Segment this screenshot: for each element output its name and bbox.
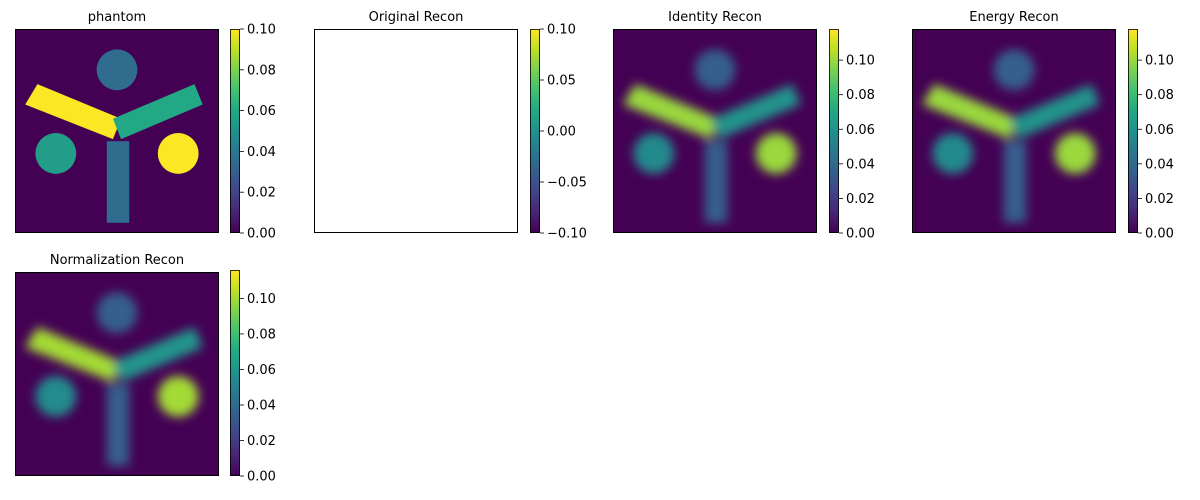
panel-title: Normalization Recon (50, 253, 184, 268)
colorbar (230, 29, 240, 233)
image-frame (613, 29, 817, 233)
shape-right (157, 376, 199, 417)
colorbar-tick-label: 0.10 (547, 23, 576, 38)
colorbar-tick-label: 0.02 (247, 434, 276, 449)
panel-title: Energy Recon (969, 10, 1058, 25)
shape-right (157, 133, 199, 174)
colorbar-tick-label: 0.00 (846, 227, 875, 242)
shape-stem (704, 141, 728, 223)
image-frame (15, 29, 219, 233)
panel-title: Identity Recon (668, 10, 762, 25)
panel-title: phantom (88, 10, 146, 25)
shape-top (96, 49, 138, 91)
colorbar-tick-label: 0.00 (547, 125, 576, 140)
colorbar (829, 29, 839, 233)
shape-left (35, 376, 77, 417)
colorbar-tick-label: 0.10 (247, 292, 276, 307)
colorbar-tick-label: 0.04 (1145, 157, 1174, 172)
colorbar-frame (829, 29, 839, 233)
shape-left-arm (922, 84, 1019, 140)
colorbar-tick-label: −0.10 (547, 227, 587, 242)
colorbar-tick-label: 0.04 (846, 157, 875, 172)
panel-2: Original Recon −0.10 −0.05 0.00 0.05 0.10 (314, 10, 587, 242)
shape-left-arm (25, 327, 122, 383)
colorbar-tick-label: 0.08 (846, 88, 875, 103)
colorbar (230, 270, 240, 476)
panel-3: Identity Recon 0.00 0.02 0.04 0.06 0.08 0.10 (613, 10, 875, 242)
colorbar-tick-label: 0.02 (247, 186, 276, 201)
shape-right-arm (112, 327, 203, 383)
panel-5: Normalization Recon 0.00 0.02 0.04 0.06 0.08 0… (15, 253, 276, 485)
colorbar-tick-label: 0.02 (846, 192, 875, 207)
image-area (613, 29, 817, 233)
shape-top (993, 49, 1035, 91)
colorbar-tick-label: 0.04 (247, 145, 276, 160)
image-frame (314, 29, 518, 233)
shape-right-arm (1009, 84, 1100, 140)
colorbar (530, 29, 540, 233)
colorbar-frame (1128, 29, 1138, 233)
colorbar-frame (530, 29, 540, 233)
image-frame (15, 272, 219, 476)
shape-right-arm (710, 84, 801, 140)
colorbar-tick-label: 0.06 (846, 123, 875, 138)
shape-top (694, 49, 736, 91)
colorbar-tick-label: −0.05 (547, 176, 587, 191)
image-area (15, 272, 219, 476)
shape-left-arm (25, 84, 122, 140)
colorbar-frame (230, 270, 240, 476)
shape-stem (106, 384, 130, 466)
colorbar-tick-label: 0.08 (247, 63, 276, 78)
shape-top (96, 292, 138, 334)
colorbar-tick-label: 0.02 (1145, 192, 1174, 207)
shape-stem (1003, 141, 1027, 223)
colorbar-tick-label: 0.05 (547, 74, 576, 89)
colorbar-tick-label: 0.08 (1145, 88, 1174, 103)
colorbar-tick-label: 0.08 (247, 327, 276, 342)
colorbar-tick-label: 0.00 (1145, 227, 1174, 242)
colorbar-tick-label: 0.04 (247, 398, 276, 413)
panel-4: Energy Recon 0.00 0.02 0.04 0.06 0.08 0.10 (912, 10, 1174, 242)
panel-title: Original Recon (369, 10, 464, 25)
shape-right-arm (112, 84, 203, 140)
image-area (15, 29, 219, 233)
shape-right (1054, 133, 1096, 174)
colorbar-tick-label: 0.00 (247, 227, 276, 242)
panel-1: phantom 0.00 0.02 0.04 0.06 0.08 0.10 (15, 10, 276, 242)
colorbar-tick-label: 0.10 (247, 23, 276, 38)
shape-right (755, 133, 797, 174)
shape-left (633, 133, 675, 174)
colorbar-tick-label: 0.00 (247, 470, 276, 485)
colorbar-tick-label: 0.06 (247, 363, 276, 378)
image-area (912, 29, 1116, 233)
shape-left-arm (623, 84, 720, 140)
shape-stem (106, 141, 130, 223)
shape-left (932, 133, 974, 174)
colorbar (1128, 29, 1138, 233)
image-area (314, 29, 518, 233)
colorbar-tick-label: 0.10 (846, 54, 875, 69)
image-frame (912, 29, 1116, 233)
shape-left (35, 133, 77, 174)
colorbar-tick-label: 0.06 (1145, 123, 1174, 138)
colorbar-tick-label: 0.10 (1145, 54, 1174, 69)
colorbar-tick-label: 0.06 (247, 104, 276, 119)
colorbar-frame (230, 29, 240, 233)
